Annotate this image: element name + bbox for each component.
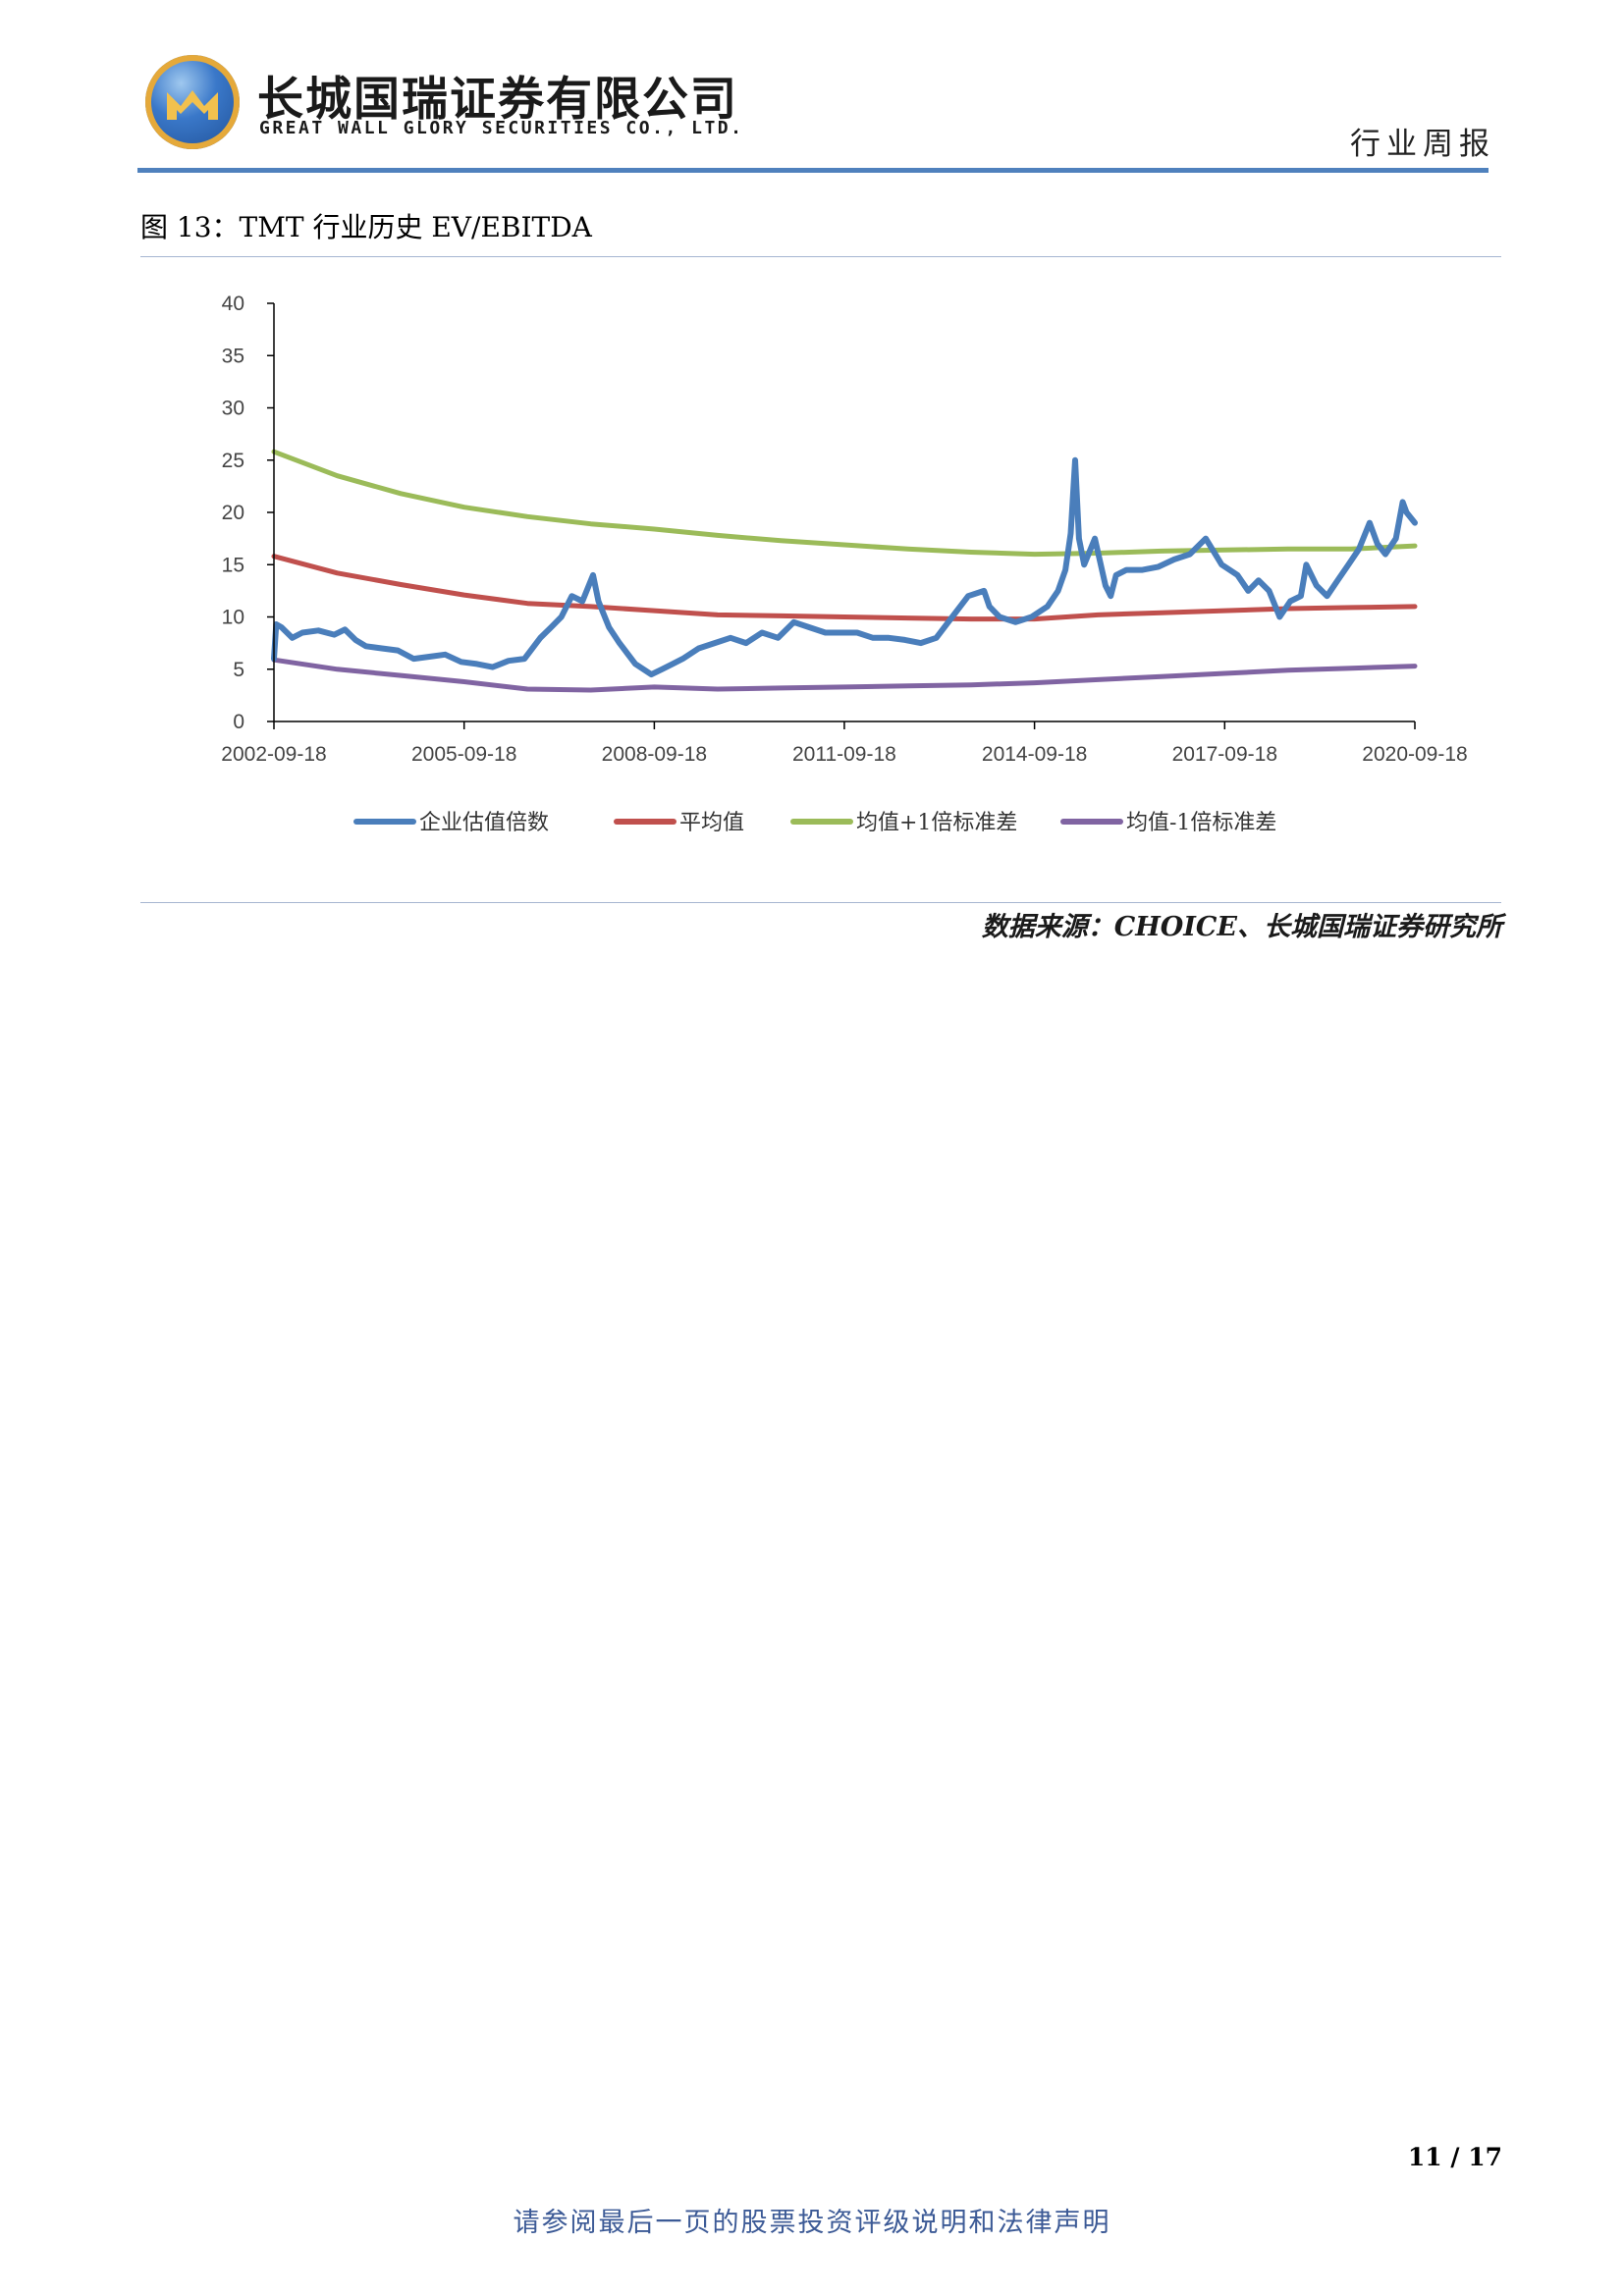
x-tick-label: 2002-09-18 <box>221 743 326 766</box>
series-line-0 <box>271 456 1418 678</box>
y-tick-label: 0 <box>233 711 244 733</box>
figure-title: 图 13：TMT 行业历史 EV/EBITDA <box>140 211 592 243</box>
document-type: 行业周报 <box>1350 127 1495 162</box>
company-name-cn: 长城国瑞证券有限公司 <box>257 73 738 127</box>
logo-mark-icon <box>167 90 218 120</box>
legend-label: 企业估值倍数 <box>419 811 549 835</box>
x-tick-label: 2020-09-18 <box>1362 743 1467 766</box>
figure-divider-top <box>140 256 1501 257</box>
legend-label: 均值-1倍标准差 <box>1126 811 1276 835</box>
y-tick-label: 25 <box>222 450 244 472</box>
x-tick-label: 2008-09-18 <box>602 743 707 766</box>
company-logo <box>145 55 240 149</box>
series-layer <box>271 449 1418 693</box>
y-axis-ticks: 0 5 10 15 20 25 30 35 40 <box>222 293 274 733</box>
x-tick-label: 2017-09-18 <box>1172 743 1277 766</box>
page-separator: / <box>1450 2143 1460 2171</box>
figure-divider-bottom <box>140 902 1501 903</box>
series-line-2 <box>271 449 1418 558</box>
x-axis-ticks: 2002-09-18 2005-09-18 2008-09-18 2011-09-18… <box>221 721 1468 766</box>
y-tick-label: 10 <box>222 607 244 629</box>
legend-label: 均值+1倍标准差 <box>856 811 1017 835</box>
series-line-1 <box>271 554 1418 622</box>
header-divider <box>137 168 1489 173</box>
x-tick-label: 2005-09-18 <box>411 743 516 766</box>
x-tick-label: 2014-09-18 <box>982 743 1087 766</box>
y-tick-label: 40 <box>222 293 244 315</box>
page-total: 17 <box>1468 2143 1502 2171</box>
legal-disclaimer: 请参阅最后一页的股票投资评级说明和法律声明 <box>513 2208 1111 2238</box>
data-source-note: 数据来源：CHOICE、长城国瑞证券研究所 <box>981 912 1502 942</box>
x-tick-label: 2011-09-18 <box>792 743 896 766</box>
company-name-en: GREAT WALL GLORY SECURITIES CO., LTD. <box>259 118 744 138</box>
y-tick-label: 30 <box>222 398 244 420</box>
chart-legend: 企业估值倍数 平均值 均值+1倍标准差 均值-1倍标准差 <box>353 811 1276 835</box>
page-number: 11 / 17 <box>1408 2143 1502 2171</box>
legend-label: 平均值 <box>679 811 744 835</box>
y-tick-label: 20 <box>222 502 244 524</box>
y-tick-label: 15 <box>222 554 244 576</box>
page-current: 11 <box>1407 2143 1442 2171</box>
series-line-3 <box>271 657 1418 693</box>
y-tick-label: 5 <box>233 659 244 681</box>
y-tick-label: 35 <box>222 345 244 367</box>
